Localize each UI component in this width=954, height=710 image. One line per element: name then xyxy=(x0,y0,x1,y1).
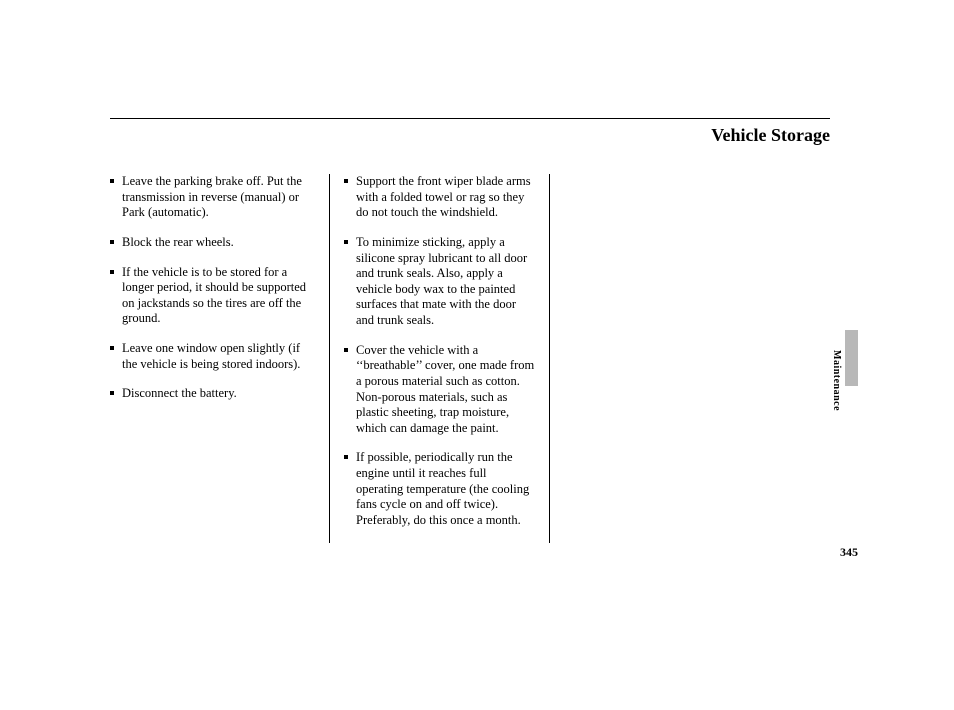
section-tab xyxy=(845,330,858,386)
page-title: Vehicle Storage xyxy=(110,125,830,146)
page-number: 345 xyxy=(840,545,858,560)
columns-container: Leave the parking brake off. Put the tra… xyxy=(110,174,830,543)
list-item: Cover the vehicle with a ‘‘breathable’’ … xyxy=(344,343,535,437)
column-2: Support the front wiper blade arms with … xyxy=(330,174,550,543)
list-item: Leave the parking brake off. Put the tra… xyxy=(110,174,315,221)
list-item: Block the rear wheels. xyxy=(110,235,315,251)
list-item: Leave one window open slightly (if the v… xyxy=(110,341,315,372)
bullet-list-2: Support the front wiper blade arms with … xyxy=(344,174,535,529)
bullet-list-1: Leave the parking brake off. Put the tra… xyxy=(110,174,315,402)
column-3 xyxy=(550,174,770,543)
list-item: To minimize sticking, apply a silicone s… xyxy=(344,235,535,329)
column-1: Leave the parking brake off. Put the tra… xyxy=(110,174,330,543)
section-label: Maintenance xyxy=(831,350,842,411)
list-item: Support the front wiper blade arms with … xyxy=(344,174,535,221)
title-rule xyxy=(110,118,830,119)
list-item: Disconnect the battery. xyxy=(110,386,315,402)
list-item: If the vehicle is to be stored for a lon… xyxy=(110,265,315,328)
page-content: Vehicle Storage Leave the parking brake … xyxy=(110,118,830,543)
list-item: If possible, periodically run the engine… xyxy=(344,450,535,528)
